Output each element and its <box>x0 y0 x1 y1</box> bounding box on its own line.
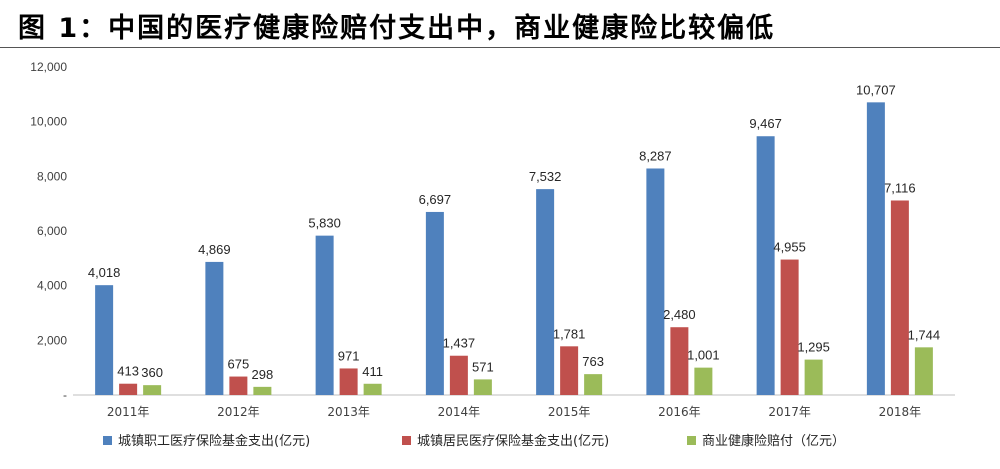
legend-label: 城镇居民医疗保险基金支出(亿元) <box>417 433 609 449</box>
data-label: 571 <box>472 359 494 374</box>
x-tick-label: 2013年 <box>327 405 370 419</box>
x-tick-label: 2014年 <box>438 405 481 419</box>
bar <box>646 168 665 395</box>
data-label: 4,955 <box>773 240 806 255</box>
bar <box>95 285 114 395</box>
bar <box>363 383 382 395</box>
data-label: 413 <box>117 364 139 379</box>
y-tick-label: - <box>63 388 67 402</box>
x-tick-label: 2011年 <box>107 405 150 419</box>
data-label: 298 <box>252 367 274 382</box>
data-label: 7,116 <box>884 180 916 195</box>
data-label: 2,480 <box>663 307 696 322</box>
legend-swatch <box>103 436 112 445</box>
y-tick-label: 4,000 <box>37 279 67 293</box>
bar <box>914 347 933 395</box>
bar <box>143 385 162 395</box>
bar <box>205 261 224 395</box>
y-tick-label: 10,000 <box>30 115 67 129</box>
data-label: 360 <box>141 365 163 380</box>
data-label: 411 <box>362 364 383 379</box>
legend-label: 城镇职工医疗保险基金支出(亿元) <box>118 433 310 449</box>
y-axis-ticks: - 2,000 4,000 6,000 8,000 10,000 12,000 <box>30 60 67 402</box>
bar <box>339 368 358 395</box>
bar <box>670 327 689 395</box>
bar <box>866 102 885 395</box>
legend: 城镇职工医疗保险基金支出(亿元) 城镇居民医疗保险基金支出(亿元) 商业健康险赔付（… <box>103 433 845 449</box>
bar <box>119 383 138 395</box>
data-label: 9,467 <box>749 116 782 131</box>
bar <box>315 235 334 395</box>
bar <box>804 359 823 395</box>
x-tick-label: 2012年 <box>217 405 260 419</box>
data-label: 6,697 <box>419 192 452 207</box>
bar <box>584 374 603 395</box>
bar <box>473 379 492 395</box>
data-label: 971 <box>338 348 360 363</box>
data-label: 763 <box>582 354 604 369</box>
data-label: 5,830 <box>308 216 341 231</box>
x-tick-label: 2016年 <box>658 405 701 419</box>
title-underline <box>0 47 1000 48</box>
bar <box>229 376 248 395</box>
x-axis-labels: 2011年 2012年 2013年 2014年 2015年 2016年 2017年 2018年 <box>107 405 921 419</box>
bar <box>425 211 444 395</box>
legend-swatch <box>687 436 696 445</box>
y-tick-label: 12,000 <box>30 60 67 74</box>
bar <box>253 386 272 395</box>
data-label: 10,707 <box>856 82 896 97</box>
data-label: 1,295 <box>797 340 830 355</box>
data-label: 4,869 <box>198 242 231 257</box>
bar <box>536 189 555 395</box>
bar <box>890 200 909 395</box>
bar <box>694 367 713 395</box>
bar <box>449 355 468 395</box>
y-tick-label: 8,000 <box>37 169 67 183</box>
x-tick-label: 2017年 <box>768 405 811 419</box>
y-tick-label: 6,000 <box>37 224 67 238</box>
bar <box>560 346 579 395</box>
y-tick-label: 2,000 <box>37 333 67 347</box>
chart-title: 图 1：中国的医疗健康险赔付支出中，商业健康险比较偏低 <box>18 13 776 44</box>
data-label: 675 <box>228 357 250 372</box>
bar <box>756 136 775 395</box>
data-label: 1,781 <box>553 326 586 341</box>
data-label: 1,437 <box>443 336 476 351</box>
data-label: 7,532 <box>529 169 562 184</box>
x-tick-label: 2018年 <box>879 405 922 419</box>
legend-swatch <box>402 436 411 445</box>
legend-label: 商业健康险赔付（亿元） <box>702 433 845 449</box>
data-label: 8,287 <box>639 148 672 163</box>
x-tick-label: 2015年 <box>548 405 591 419</box>
data-label: 1,744 <box>908 327 941 342</box>
bar <box>780 259 799 395</box>
data-label: 4,018 <box>88 265 121 280</box>
data-label: 1,001 <box>687 348 720 363</box>
